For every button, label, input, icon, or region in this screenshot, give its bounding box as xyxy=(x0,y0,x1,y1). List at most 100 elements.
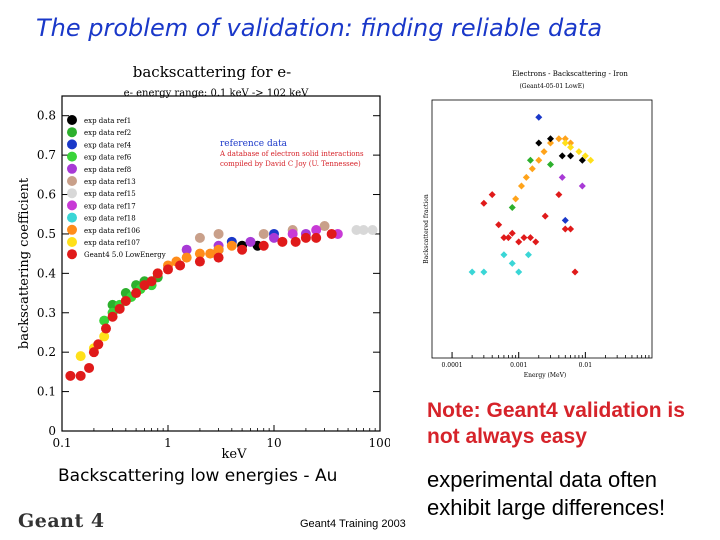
data-point xyxy=(540,148,548,156)
data-point xyxy=(468,268,476,276)
data-point xyxy=(65,370,76,381)
data-point xyxy=(75,370,86,381)
data-point xyxy=(535,139,543,147)
x-tick-label: 1 xyxy=(164,436,172,450)
data-point xyxy=(93,339,104,350)
x-tick-label: 0.01 xyxy=(579,362,592,369)
data-point xyxy=(567,143,575,151)
data-point xyxy=(561,135,569,143)
legend-label: exp data ref4 xyxy=(84,141,132,149)
legend-marker xyxy=(67,115,77,125)
data-point xyxy=(581,152,589,160)
data-point xyxy=(512,195,520,203)
data-point xyxy=(571,268,579,276)
data-point xyxy=(84,362,95,373)
data-point xyxy=(311,232,322,243)
data-point xyxy=(561,216,569,224)
data-point xyxy=(277,236,288,247)
data-point xyxy=(578,156,586,164)
data-point xyxy=(245,236,256,247)
legend-marker xyxy=(67,200,77,211)
x-tick-label: 10 xyxy=(266,436,281,450)
data-point xyxy=(300,232,311,243)
data-point xyxy=(508,204,516,211)
legend-label: exp data ref17 xyxy=(84,202,136,210)
plot-frame xyxy=(61,95,381,432)
y-tick-label: 0 xyxy=(48,424,56,438)
data-point xyxy=(541,212,549,220)
data-point xyxy=(175,260,186,271)
data-point xyxy=(578,182,586,190)
data-point xyxy=(515,268,523,276)
validation-note: Note: Geant4 validation is not always ea… xyxy=(427,399,685,448)
chart-caption: Backscattering low energies - Au xyxy=(58,466,338,486)
data-point xyxy=(258,240,269,251)
y-tick-label: 0.5 xyxy=(37,227,56,241)
data-point xyxy=(163,264,173,275)
y-tick-label: 0.7 xyxy=(37,148,56,162)
y-tick-label: 0.1 xyxy=(37,385,56,399)
y-tick-label: 0.8 xyxy=(37,109,56,123)
data-point xyxy=(517,182,525,190)
data-point xyxy=(100,323,111,334)
footer-text: Geant4 Training 2003 xyxy=(300,518,406,530)
data-point xyxy=(120,295,131,306)
plot-frame xyxy=(431,99,653,359)
data-point xyxy=(99,331,110,342)
legend-label: exp data ref8 xyxy=(84,166,131,174)
data-point xyxy=(152,268,163,279)
data-point xyxy=(567,225,575,233)
data-point xyxy=(213,228,224,239)
data-point xyxy=(575,148,583,156)
legend-label: exp data ref2 xyxy=(84,129,131,137)
legend-marker xyxy=(67,139,77,150)
chart-subtitle: e- energy range: 0.1 keV -> 102 keV xyxy=(124,88,309,99)
data-point xyxy=(561,225,569,233)
data-point xyxy=(555,135,563,143)
data-point xyxy=(488,191,496,199)
data-point xyxy=(555,191,563,199)
legend-marker xyxy=(67,224,77,235)
data-point xyxy=(319,221,330,232)
x-tick-label: 0.0001 xyxy=(442,362,463,369)
x-tick-label: 0.001 xyxy=(510,362,527,369)
y-tick-label: 0.6 xyxy=(37,188,56,202)
data-point xyxy=(146,276,157,287)
legend-label: exp data ref15 xyxy=(84,190,136,198)
data-point xyxy=(194,232,205,243)
geant4-logo: Geant 4 xyxy=(18,510,105,532)
legend-marker xyxy=(67,237,77,247)
data-point xyxy=(480,268,488,276)
data-point xyxy=(181,244,192,255)
legend-marker xyxy=(67,127,77,138)
data-point xyxy=(547,135,555,143)
reference-annotation: reference data xyxy=(220,139,288,149)
legend-marker xyxy=(67,212,77,223)
chart-backscattering-au: backscattering for e-e- energy range: 0.… xyxy=(17,63,390,462)
data-point xyxy=(535,156,543,164)
data-point xyxy=(194,256,205,267)
data-point xyxy=(205,248,216,259)
data-point xyxy=(181,252,192,263)
data-point xyxy=(500,251,508,259)
data-point xyxy=(75,351,86,362)
data-point xyxy=(532,238,540,246)
data-point xyxy=(524,251,532,259)
y-axis-label: Backscattered fraction xyxy=(423,194,430,264)
chart-title: Electrons - Backscattering - Iron xyxy=(512,70,628,78)
data-point xyxy=(547,139,555,147)
data-point xyxy=(504,234,512,242)
data-point xyxy=(258,228,269,239)
data-point xyxy=(558,173,566,181)
legend-marker xyxy=(67,163,77,174)
data-point xyxy=(567,152,575,160)
legend-label: exp data ref18 xyxy=(84,215,136,223)
data-point xyxy=(237,244,248,255)
y-tick-label: 0.2 xyxy=(37,345,56,359)
data-point xyxy=(311,225,322,235)
legend-label: Geant4 5.0 LowEnergy xyxy=(84,251,166,259)
experimental-data-remark: experimental data often exhibit large di… xyxy=(427,467,666,520)
data-point xyxy=(508,259,516,267)
data-point xyxy=(88,347,99,358)
legend-label: exp data ref13 xyxy=(84,178,136,186)
